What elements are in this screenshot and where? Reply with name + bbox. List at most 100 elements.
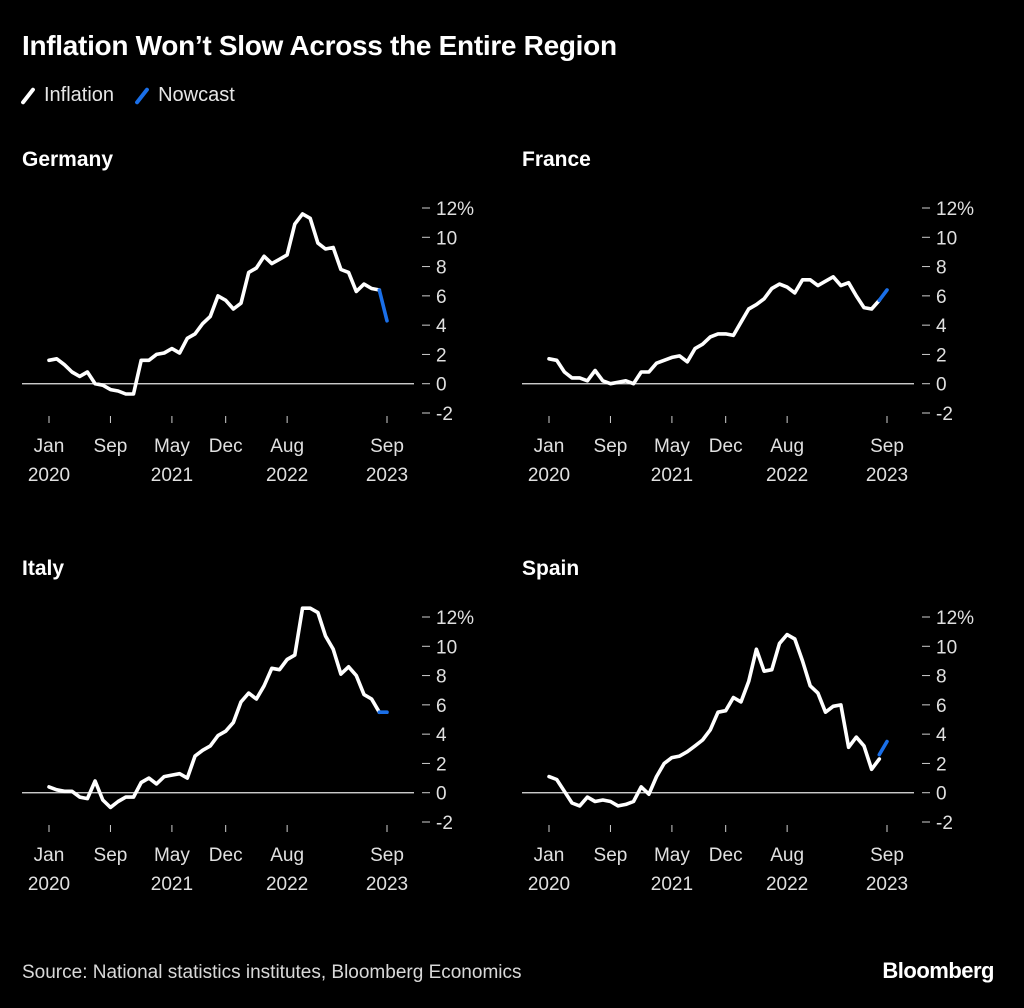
y-tick-label-france: 6	[936, 287, 947, 308]
x-tick-label-germany: Sep	[94, 436, 128, 457]
x-tick-year-france: 2021	[651, 465, 693, 486]
series-line-nowcast-france	[877, 288, 889, 303]
panel-italy: Italy 12% 10 8 6 4 2 0 -2 Jan 2020 Sep May 2021 Dec Au…	[22, 557, 492, 895]
x-tick-label-france: Dec	[709, 436, 743, 457]
legend-swatch-nowcast	[134, 86, 150, 105]
y-tick-label-germany: 10	[436, 228, 457, 249]
x-tick-year-spain: 2021	[651, 874, 693, 895]
series-line-inflation-spain	[547, 632, 882, 808]
y-tick-label-spain: 12%	[936, 608, 974, 629]
y-tick-label-italy: 6	[436, 696, 447, 717]
x-tick-label-spain: May	[654, 845, 690, 866]
x-tick-label-italy: Aug	[270, 845, 304, 866]
x-tick-year-italy: 2021	[151, 874, 193, 895]
panel-title-spain: Spain	[522, 557, 580, 580]
series-line-nowcast-spain	[877, 739, 889, 757]
x-tick-label-germany: Jan	[34, 436, 65, 457]
y-tick-label-italy: 10	[436, 637, 457, 658]
x-tick-year-spain: 2023	[866, 874, 908, 895]
x-tick-year-spain: 2022	[766, 874, 808, 895]
y-tick-label-italy: 8	[436, 667, 447, 688]
x-tick-label-italy: Jan	[34, 845, 65, 866]
bloomberg-logo: Bloomberg	[882, 958, 994, 983]
x-tick-label-italy: Sep	[370, 845, 404, 866]
x-tick-label-germany: May	[154, 436, 190, 457]
panel-spain: Spain 12% 10 8 6 4 2 0 -2 Jan 2020 Sep May 2021 Dec Au…	[522, 557, 992, 895]
series-line-inflation-germany	[47, 212, 382, 396]
y-tick-label-france: 0	[936, 375, 947, 396]
source-note: Source: National statistics institutes, …	[22, 962, 522, 983]
y-tick-label-italy: 0	[436, 784, 447, 805]
series-line-inflation-italy	[47, 606, 382, 810]
x-tick-year-france: 2022	[766, 465, 808, 486]
y-tick-label-italy: 4	[436, 725, 447, 746]
chart-title: Inflation Won’t Slow Across the Entire R…	[22, 30, 617, 61]
x-tick-year-germany: 2023	[366, 465, 408, 486]
x-tick-label-italy: May	[154, 845, 190, 866]
y-tick-label-spain: 8	[936, 667, 947, 688]
y-tick-label-italy: 12%	[436, 608, 474, 629]
x-tick-label-france: Aug	[770, 436, 804, 457]
panel-title-italy: Italy	[22, 557, 65, 580]
y-tick-label-spain: 4	[936, 725, 947, 746]
x-tick-label-germany: Dec	[209, 436, 243, 457]
y-tick-label-germany: 2	[436, 345, 447, 366]
x-tick-label-spain: Aug	[770, 845, 804, 866]
y-tick-label-germany: 4	[436, 316, 447, 337]
y-tick-label-spain: 10	[936, 637, 957, 658]
x-tick-label-france: May	[654, 436, 690, 457]
legend-swatch-inflation	[20, 86, 36, 105]
y-tick-label-germany: -2	[436, 404, 453, 425]
x-tick-year-germany: 2020	[28, 465, 70, 486]
x-tick-label-spain: Sep	[594, 845, 628, 866]
y-tick-label-italy: -2	[436, 813, 453, 834]
y-tick-label-france: 2	[936, 345, 947, 366]
x-tick-label-spain: Jan	[534, 845, 565, 866]
chart-germany: 12% 10 8 6 4 2 0 -2 Jan 2020 Sep May 2021 Dec Aug 2022 S…	[22, 199, 474, 486]
chart-italy: 12% 10 8 6 4 2 0 -2 Jan 2020 Sep May 2021 Dec Aug 2022 S…	[22, 606, 474, 895]
chart-france: 12% 10 8 6 4 2 0 -2 Jan 2020 Sep May 2021 Dec Aug 2022 S…	[522, 199, 974, 486]
series-line-inflation-france	[547, 275, 882, 386]
x-tick-year-italy: 2023	[366, 874, 408, 895]
y-tick-label-france: 8	[936, 258, 947, 279]
x-tick-year-france: 2020	[528, 465, 570, 486]
panel-germany: Germany 12% 10 8 6 4 2 0 -2 Jan 2020 Sep May 2021 Dec…	[22, 148, 492, 486]
x-tick-year-italy: 2020	[28, 874, 70, 895]
y-tick-label-spain: -2	[936, 813, 953, 834]
y-tick-label-germany: 8	[436, 258, 447, 279]
x-tick-label-germany: Sep	[370, 436, 404, 457]
y-tick-label-germany: 0	[436, 375, 447, 396]
series-line-nowcast-germany	[377, 288, 389, 323]
legend-item-inflation: Inflation	[20, 84, 115, 107]
panel-title-germany: Germany	[22, 148, 114, 171]
x-tick-year-france: 2023	[866, 465, 908, 486]
y-tick-label-france: 4	[936, 316, 947, 337]
y-tick-label-germany: 6	[436, 287, 447, 308]
x-tick-year-germany: 2022	[266, 465, 308, 486]
x-tick-year-italy: 2022	[266, 874, 308, 895]
y-tick-label-france: 10	[936, 228, 957, 249]
x-tick-label-france: Sep	[594, 436, 628, 457]
x-tick-label-italy: Sep	[94, 845, 128, 866]
legend-label-inflation: Inflation	[44, 84, 115, 106]
y-tick-label-spain: 2	[936, 754, 947, 775]
legend-label-nowcast: Nowcast	[158, 84, 235, 106]
x-tick-label-germany: Aug	[270, 436, 304, 457]
y-tick-label-france: -2	[936, 404, 953, 425]
panel-france: France 12% 10 8 6 4 2 0 -2 Jan 2020 Sep May 2021 Dec A…	[522, 148, 992, 486]
y-tick-label-spain: 6	[936, 696, 947, 717]
x-tick-label-france: Sep	[870, 436, 904, 457]
y-tick-label-spain: 0	[936, 784, 947, 805]
x-tick-label-italy: Dec	[209, 845, 243, 866]
x-tick-year-germany: 2021	[151, 465, 193, 486]
legend: Inflation Nowcast	[20, 84, 257, 107]
x-tick-label-france: Jan	[534, 436, 565, 457]
panel-title-france: France	[522, 148, 591, 171]
legend-item-nowcast: Nowcast	[134, 84, 235, 107]
y-tick-label-france: 12%	[936, 199, 974, 220]
x-tick-label-spain: Sep	[870, 845, 904, 866]
x-tick-year-spain: 2020	[528, 874, 570, 895]
y-tick-label-germany: 12%	[436, 199, 474, 220]
y-tick-label-italy: 2	[436, 754, 447, 775]
x-tick-label-spain: Dec	[709, 845, 743, 866]
